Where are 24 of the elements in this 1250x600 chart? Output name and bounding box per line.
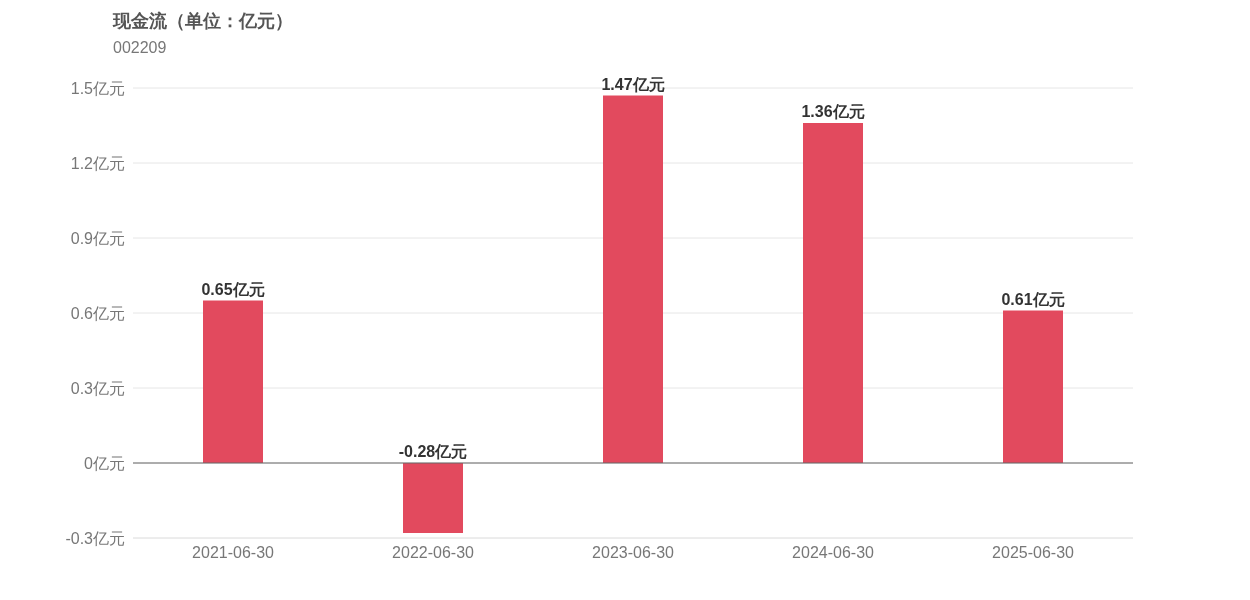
x-tick-label: 2021-06-30 bbox=[192, 544, 275, 561]
chart-title: 现金流（单位：亿元） bbox=[112, 11, 293, 31]
bar bbox=[403, 463, 463, 533]
chart-subtitle: 002209 bbox=[113, 39, 167, 56]
bar bbox=[803, 123, 863, 463]
x-tick-label: 2022-06-30 bbox=[392, 544, 475, 561]
x-tick-label: 2025-06-30 bbox=[992, 544, 1075, 561]
data-label: 0.65亿元 bbox=[201, 280, 265, 298]
y-tick-label: -0.3亿元 bbox=[65, 529, 125, 547]
y-tick-label: 0.9亿元 bbox=[70, 229, 125, 247]
y-tick-label: 0亿元 bbox=[84, 454, 125, 472]
x-tick-label: 2024-06-30 bbox=[792, 544, 875, 561]
y-tick-label: 1.2亿元 bbox=[70, 154, 125, 172]
x-tick-label: 2023-06-30 bbox=[592, 544, 675, 561]
data-label: 0.61亿元 bbox=[1001, 290, 1065, 308]
bar bbox=[1003, 310, 1063, 463]
y-tick-label: 0.6亿元 bbox=[70, 304, 125, 322]
data-label: -0.28亿元 bbox=[398, 443, 468, 460]
data-label: 1.36亿元 bbox=[801, 103, 865, 120]
data-label: 1.47亿元 bbox=[601, 75, 665, 93]
bar bbox=[603, 95, 663, 463]
y-tick-label: 1.5亿元 bbox=[70, 79, 125, 97]
y-tick-label: 0.3亿元 bbox=[70, 379, 125, 397]
bar bbox=[203, 300, 263, 463]
